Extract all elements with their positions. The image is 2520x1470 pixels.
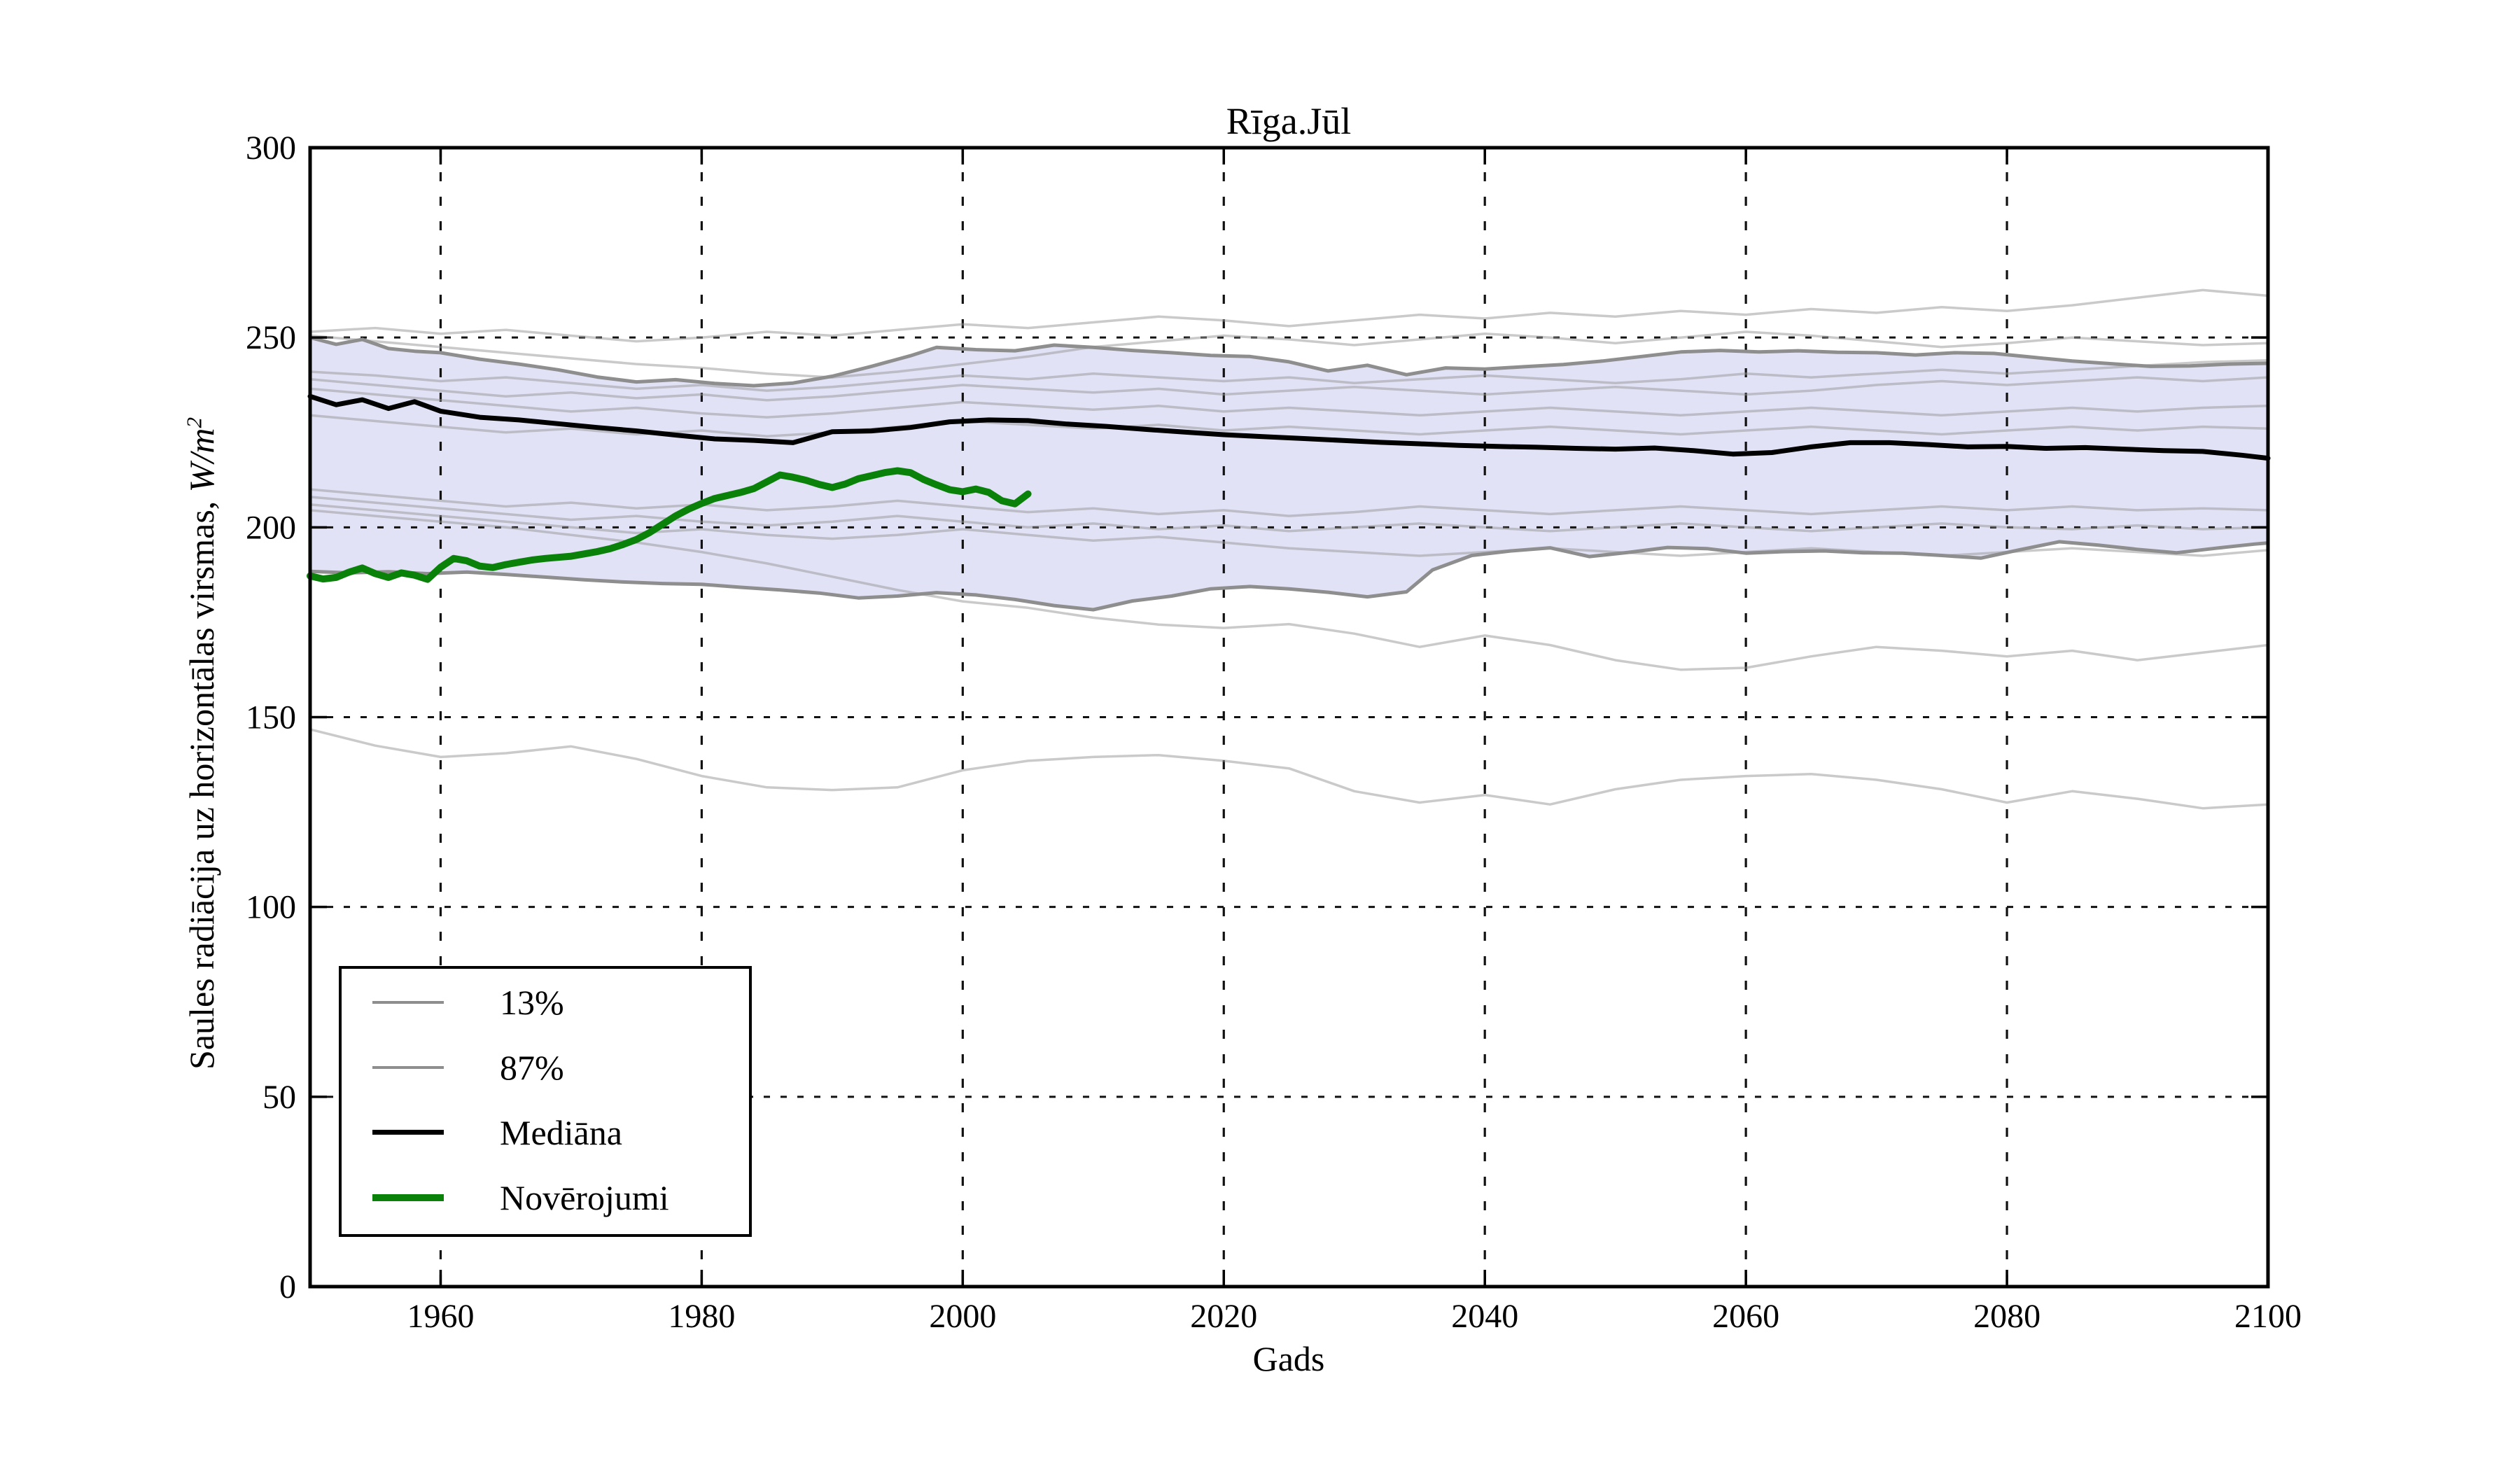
legend-item-mediana: Mediāna [342,1100,749,1164]
x-tick-label: 2100 [2234,1298,2302,1335]
chart-title: Rīga.Jūl [1226,100,1352,142]
series-p13 [308,540,2270,612]
x-tick-label: 2040 [1451,1298,1518,1335]
y-axis-label-exponent: 2 [181,417,206,428]
legend-label-noverojumi: Novērojumi [500,1177,669,1217]
series-ens-6 [309,414,2269,438]
series-ens-3 [309,358,2269,392]
y-tick-label: 250 [246,319,296,356]
legend-label-87: 87% [500,1047,564,1087]
y-tick-label: 50 [262,1079,296,1116]
x-tick-label: 2000 [929,1298,996,1335]
y-tick-label: 200 [246,509,296,546]
y-axis-label: Saules radiācija uz horizontālas virsmas… [181,417,222,1070]
legend-line-mediana-icon [372,1130,444,1135]
y-tick-label: 300 [246,130,296,167]
x-tick-label: 2060 [1712,1298,1779,1335]
legend-line-noverojumi-icon [372,1194,444,1201]
x-tick-label: 1960 [407,1298,474,1335]
series-ens-11 [309,728,2269,810]
y-tick-label: 150 [246,699,296,736]
legend-item-noverojumi: Novērojumi [342,1166,749,1229]
series-ens-5 [309,387,2269,419]
legend-item-87: 87% [342,1035,749,1099]
percentile-band [310,337,2268,610]
series-median [307,393,2271,461]
series-ens-8 [309,496,2269,533]
x-tick-label: 2080 [1973,1298,2040,1335]
series-ens-2 [309,330,2269,379]
y-axis-label-units: W/m [182,428,221,493]
legend-item-13: 13% [342,970,749,1034]
series-ens-7 [309,488,2269,517]
legend-label-13: 13% [500,982,564,1022]
legend-line-87-icon [372,1065,444,1069]
series-p87 [308,335,2270,388]
legend-label-mediana: Mediāna [500,1112,622,1152]
series-ens-4 [309,376,2269,402]
y-tick-label: 0 [279,1268,296,1306]
legend-box: 13% 87% Mediāna Novērojumi [339,966,752,1237]
y-axis-label-text: Saules radiācija uz horizontālas virsmas… [182,492,221,1070]
x-axis-label: Gads [1252,1339,1325,1378]
y-tick-label: 100 [246,889,296,926]
x-tick-label: 1980 [668,1298,735,1335]
series-ens-1 [309,288,2269,343]
x-tick-label: 2020 [1190,1298,1257,1335]
series-obs [307,467,1032,583]
legend-line-13-icon [372,1000,444,1004]
